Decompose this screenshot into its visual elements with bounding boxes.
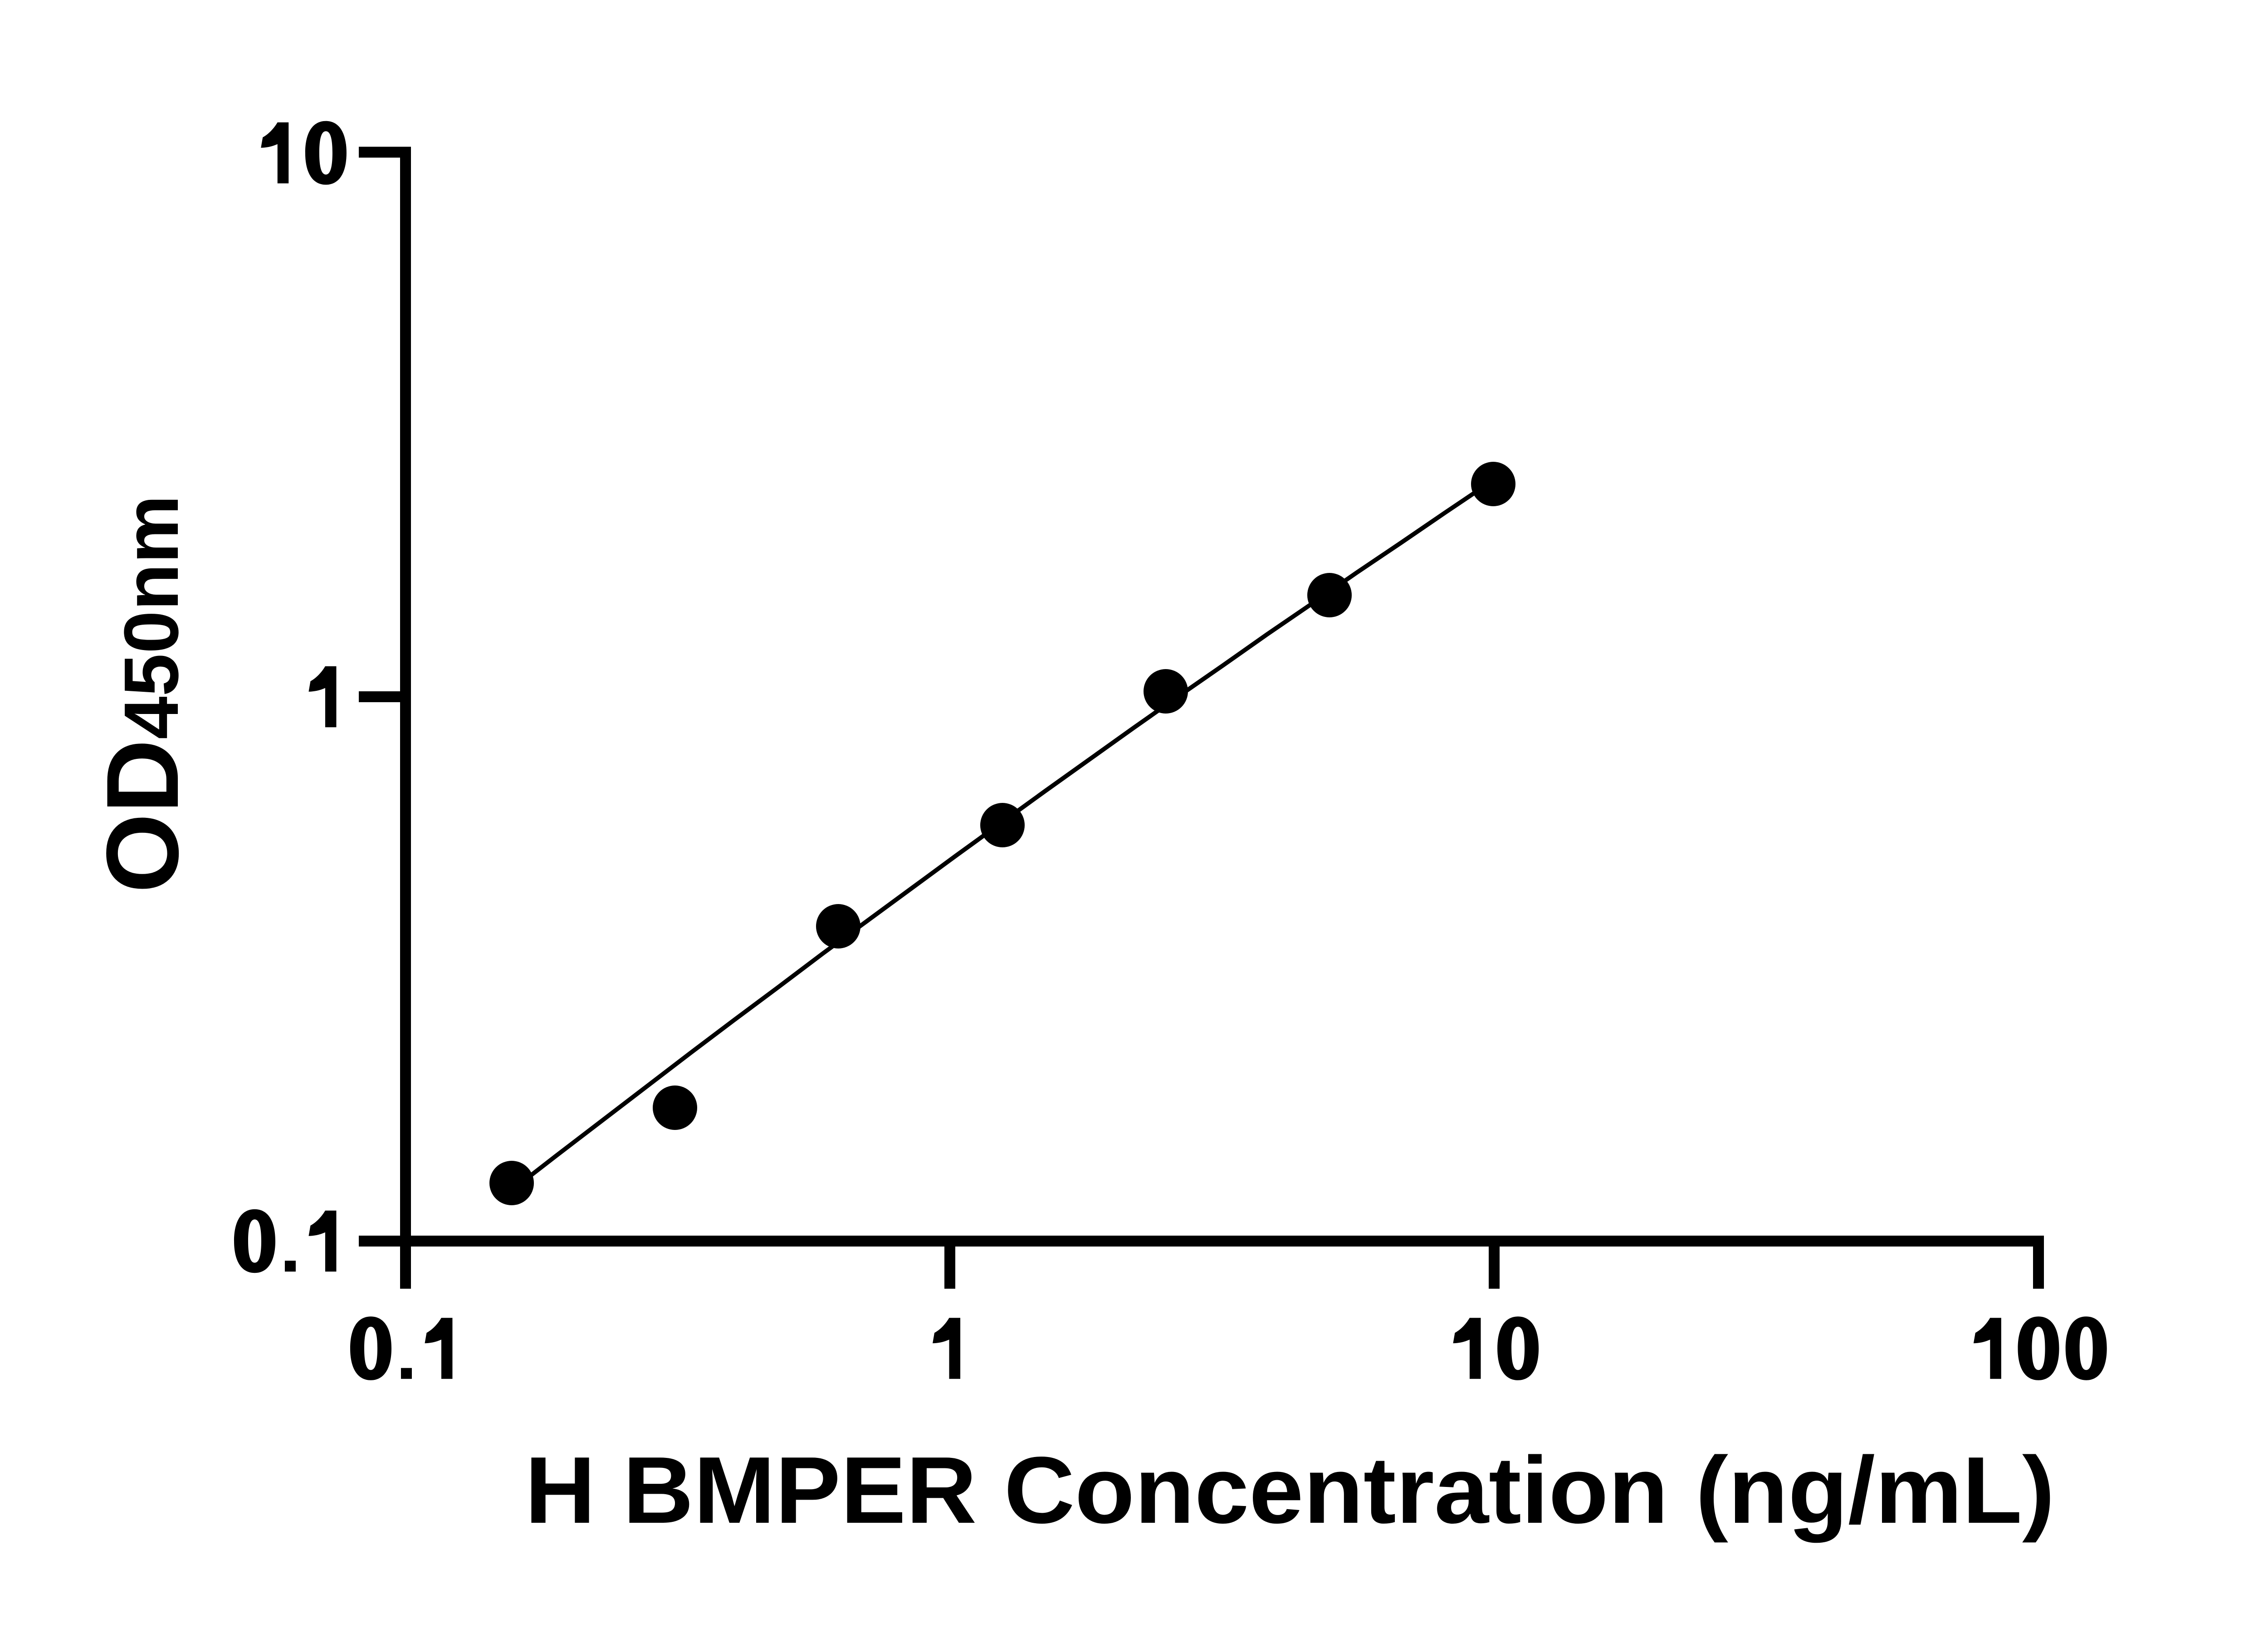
svg-text:OD450nm: OD450nm [85, 495, 200, 893]
svg-text:H BMPER Concentration (ng/mL): H BMPER Concentration (ng/mL) [525, 1437, 2055, 1543]
